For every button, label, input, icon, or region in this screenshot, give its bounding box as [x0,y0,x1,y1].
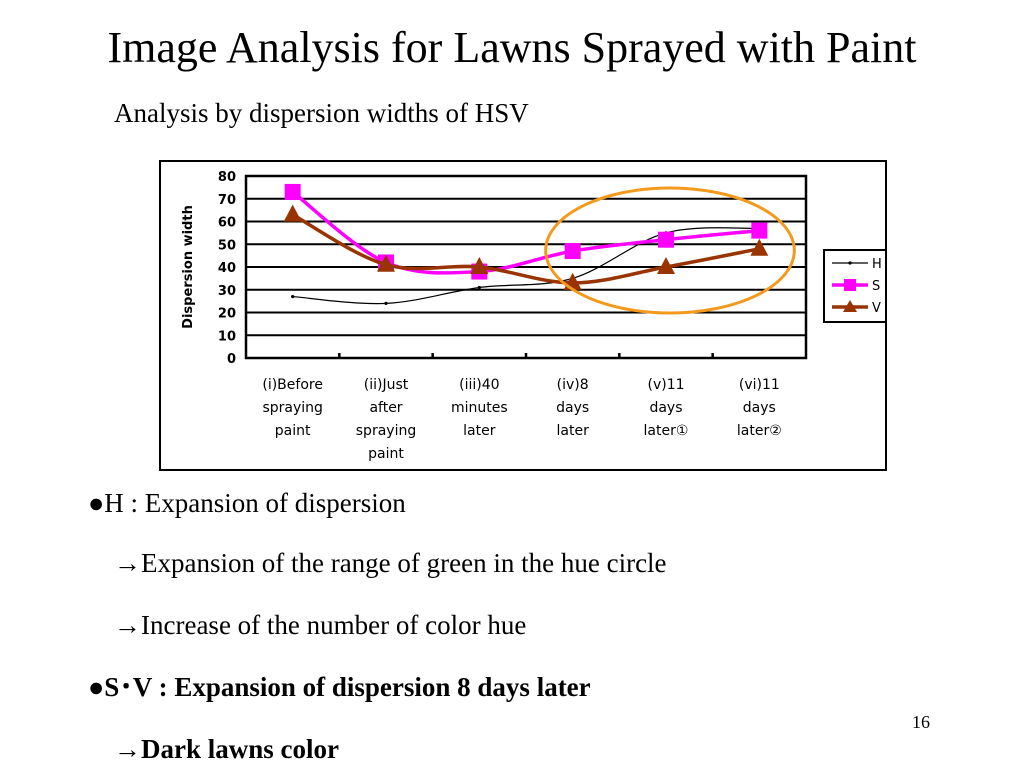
bullet-item: →Increase of the number of color hue [114,610,527,640]
legend-marker [843,300,857,312]
x-tick-label: (v)11 [647,377,684,393]
x-tick-label: minutes [451,400,508,416]
x-tick-label: later② [737,423,782,439]
highlight-ellipse [544,186,796,315]
x-tick-label: (iii)40 [459,377,499,393]
x-tick-label: (iv)8 [557,377,589,393]
data-point-S [564,243,581,260]
x-tick-label: later [557,423,590,439]
y-tick-label: 20 [218,307,236,322]
y-tick-label: 0 [227,352,236,367]
y-tick-label: 50 [218,238,236,253]
y-tick-label: 40 [218,261,236,276]
x-tick-label: days [649,400,682,416]
y-tick-label: 30 [218,284,236,299]
line-chart: 0 10 20 30 40 50 60 70 80 Dispersion width (i)Befo… [181,170,885,462]
y-axis-label: Dispersion width [181,205,196,329]
data-point-H [291,294,295,299]
legend-marker [848,261,852,265]
data-point-V [657,257,675,274]
data-point-V [470,257,489,274]
page-number: 16 [912,712,930,732]
x-tick-label: days [743,400,776,416]
chart-frame: 0 10 20 30 40 50 60 70 80 Dispersion width (i)Befo… [159,160,887,471]
x-tick-label: days [556,400,589,416]
legend-label: S [872,279,880,294]
x-tick-label: later [463,423,496,439]
bullet-item: ●H : Expansion of dispersion [88,488,406,518]
slide-title: Image Analysis for Lawns Sprayed with Pa… [107,23,917,72]
series-line-V [291,213,760,285]
data-point-S [751,222,768,239]
x-tick-label: spraying [262,400,322,416]
legend-label: H [872,257,882,272]
y-tick-label: 70 [218,193,236,208]
bullet-item: →Expansion of the range of green in the … [114,548,667,578]
data-point-V [377,254,395,272]
y-tick-label: 80 [218,170,236,185]
legend-marker [844,279,856,291]
series-line-H [292,227,760,305]
x-tick-label: after [369,400,402,416]
data-point-H [384,301,388,305]
data-point-V [283,204,302,222]
x-tick-label: paint [368,446,404,462]
data-point-H [477,285,481,290]
x-tick-label: later① [644,423,689,439]
slide-subtitle: Analysis by dispersion widths of HSV [114,98,529,128]
x-tick-label: (ii)Just [364,377,409,393]
x-tick-label: paint [275,423,311,439]
bullet-item: →Dark lawns color [114,734,339,764]
bullet-item: ●S･V : Expansion of dispersion 8 days la… [88,672,591,702]
y-tick-label: 60 [218,216,236,231]
y-tick-label: 10 [218,329,236,344]
legend-label: V [872,301,881,316]
x-tick-label: spraying [356,423,416,439]
data-point-S [284,183,301,200]
series-line-S [291,190,760,275]
x-tick-label: (i)Before [262,377,323,393]
data-point-S [658,231,674,248]
data-point-V [750,238,769,256]
x-tick-label: (vi)11 [739,377,780,393]
